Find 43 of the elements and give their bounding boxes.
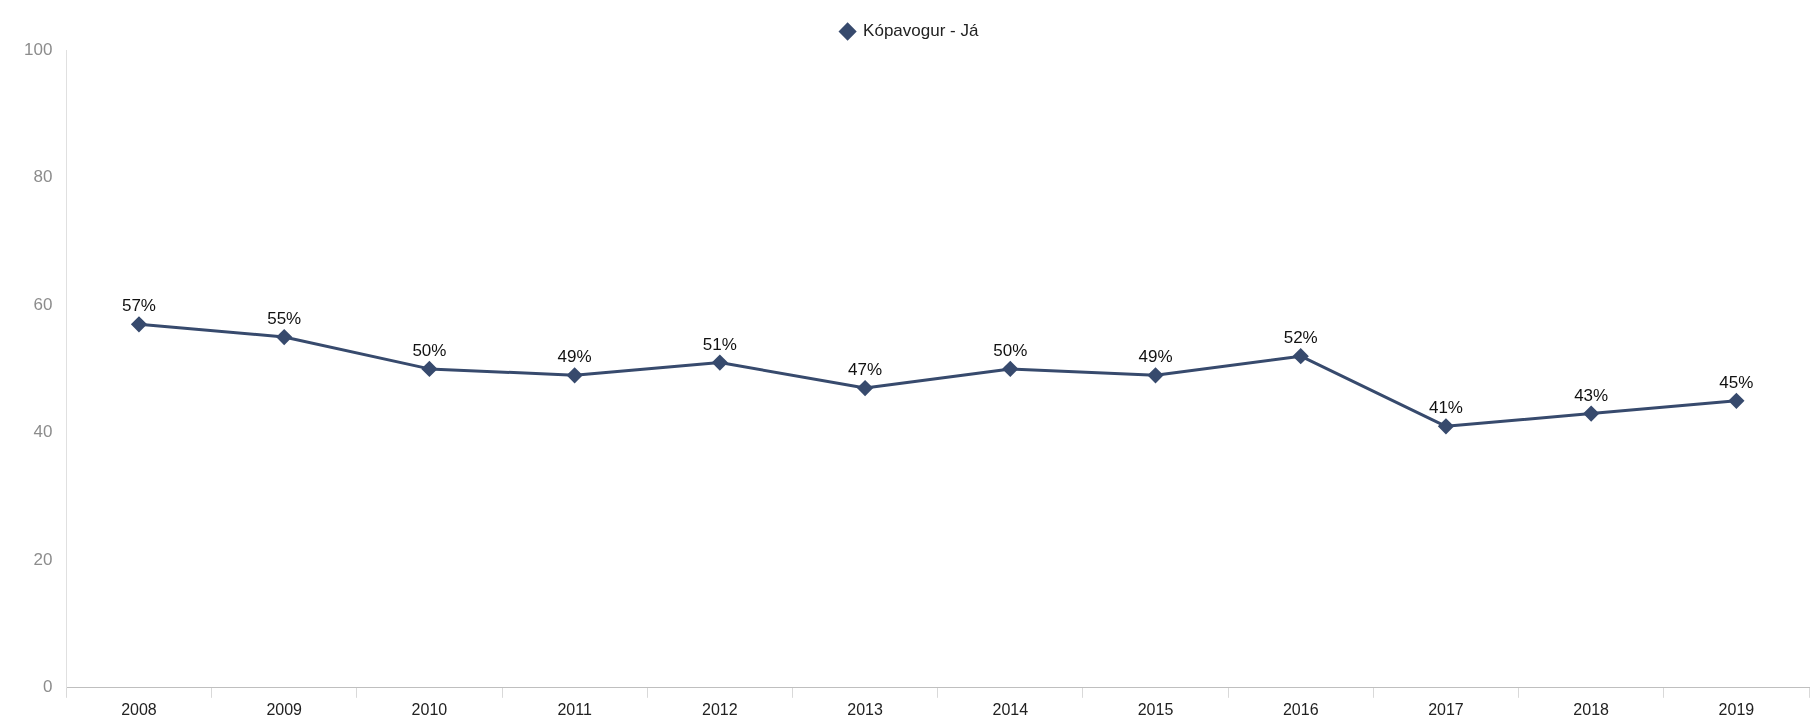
x-tick-label: 2010 — [411, 700, 448, 718]
point — [567, 367, 583, 383]
data-label: 45% — [1719, 372, 1754, 392]
data-label: 50% — [993, 341, 1028, 361]
legend-label: Kópavogur - Já — [863, 21, 979, 41]
data-label: 49% — [557, 347, 592, 367]
point — [1583, 406, 1599, 422]
y-tick-label: 20 — [33, 549, 53, 569]
x-tick-label: 2016 — [1282, 700, 1319, 718]
y-tick-label: 40 — [33, 422, 53, 442]
x-tick-label: 2015 — [1137, 700, 1174, 718]
x-tick-label: 2012 — [702, 700, 738, 718]
data-label: 41% — [1428, 398, 1463, 418]
point — [131, 316, 147, 332]
x-tick-label: 2017 — [1428, 700, 1464, 718]
x-tick-label: 2013 — [847, 700, 883, 718]
point — [857, 380, 873, 396]
data-label: 51% — [702, 334, 737, 354]
point — [1148, 367, 1164, 383]
point — [276, 329, 292, 345]
point — [1728, 393, 1744, 409]
data-label: 43% — [1574, 385, 1609, 405]
point — [1293, 348, 1309, 364]
data-label: 47% — [848, 360, 883, 380]
point — [712, 355, 728, 371]
point — [1002, 361, 1018, 377]
x-tick-label: 2008 — [121, 700, 157, 718]
y-tick-label: 0 — [42, 677, 53, 697]
data-label: 52% — [1283, 328, 1318, 348]
x-tick-label: 2014 — [992, 700, 1029, 718]
y-tick-label: 80 — [33, 167, 53, 187]
x-tick-label: 2019 — [1718, 700, 1755, 718]
x-tick-label: 2011 — [557, 700, 592, 718]
x-tick-label: 2018 — [1573, 700, 1610, 718]
data-label: 50% — [412, 341, 447, 361]
point — [421, 361, 437, 377]
y-tick-label: 100 — [23, 39, 53, 59]
data-label: 55% — [267, 309, 302, 329]
y-tick-label: 60 — [33, 294, 53, 314]
data-label: 49% — [1138, 347, 1173, 367]
data-label: 57% — [121, 296, 156, 316]
x-tick-label: 2009 — [266, 700, 303, 718]
point — [1438, 418, 1454, 434]
